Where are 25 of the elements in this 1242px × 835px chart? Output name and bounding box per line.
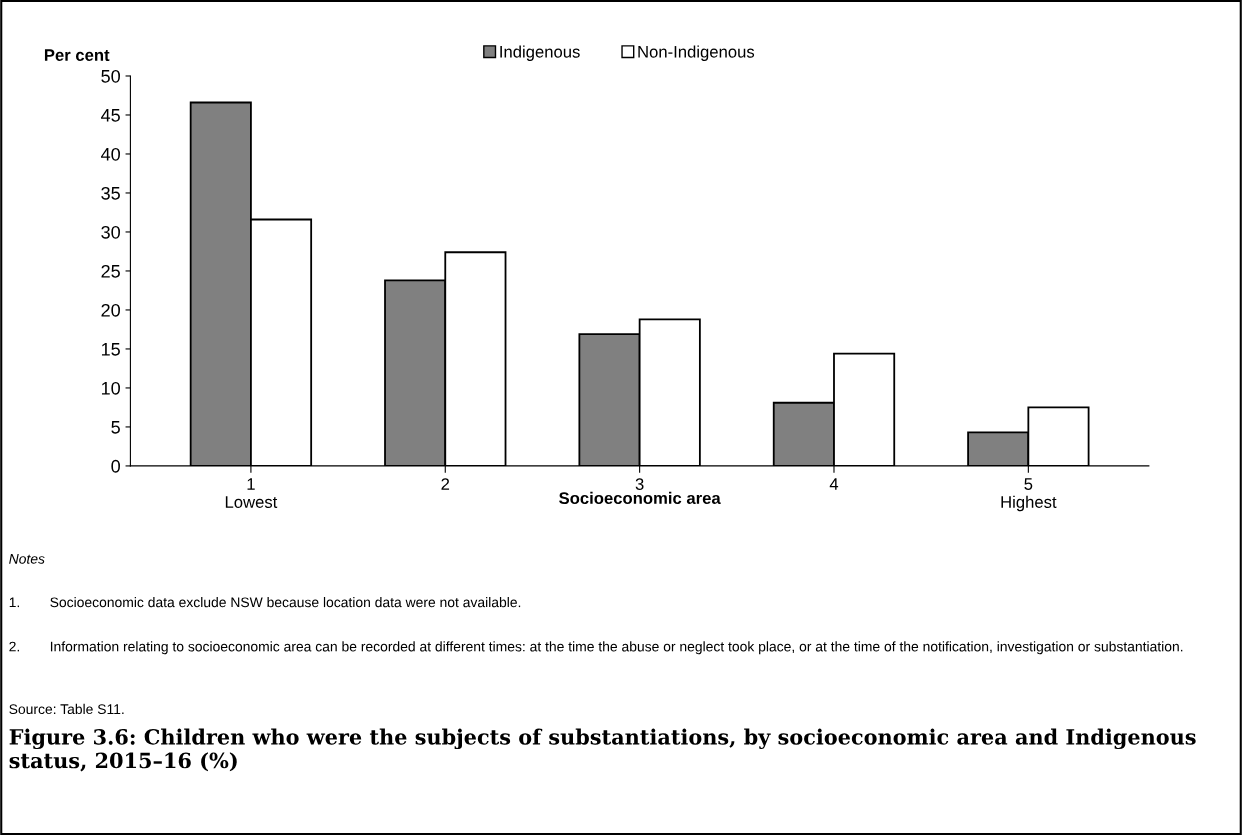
x-axis-title: Socioeconomic area (559, 491, 721, 505)
text: Figure 3.6: Children who were the subjects of substantiations, by socioeconomic area and Indigenous status, 2015–16 (%) (9, 728, 1196, 772)
y-tick-label: 30 (101, 225, 120, 239)
y-tick-label: 5 (111, 421, 120, 434)
x-tick-label: 2 (441, 478, 450, 490)
y-tick-label: 0 (111, 459, 120, 473)
x-tick-label: 5 Highest (1001, 478, 1057, 512)
legend-label: Non-Indigenous (638, 45, 755, 61)
y-axis-title: Per cent (44, 49, 110, 61)
x-tick-label: 1 Lowest (225, 478, 278, 508)
text: 1. Socioeconomic data exclude NSW because location data were not available. (9, 597, 521, 608)
text: 2. Information relating to socioeconomic area can be recorded at different times: at the time the abuse or neglect took place, or at the time of the notification, investigation or substantiation. (9, 641, 1183, 655)
y-tick-label: 50 (101, 69, 120, 83)
source-note: Source: Table S11. (9, 703, 124, 715)
text: Notes (9, 554, 45, 564)
legend-label: Indigenous (500, 45, 580, 61)
y-tick-label: 25 (101, 264, 120, 278)
y-tick-label: 15 (101, 343, 120, 356)
x-tick-label: 3 (635, 478, 644, 490)
y-tick-label: 10 (101, 381, 120, 395)
y-tick-label: 45 (101, 109, 120, 122)
y-tick-label: 40 (101, 147, 120, 161)
x-tick-label: 4 (829, 478, 839, 490)
y-tick-label: 20 (101, 303, 120, 317)
y-tick-label: 35 (101, 186, 120, 200)
